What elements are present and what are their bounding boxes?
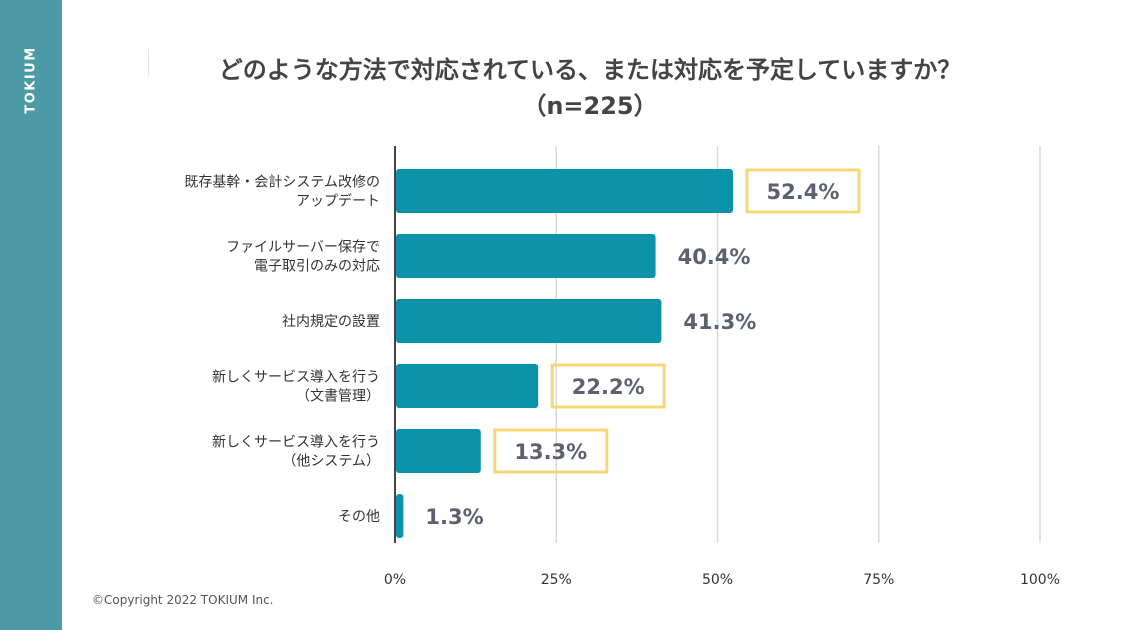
- category-label: 新しくサービス導入を行う: [212, 435, 380, 451]
- bar: [396, 234, 656, 278]
- category-label: （文書管理）: [296, 389, 380, 405]
- bar: [396, 494, 404, 538]
- category-label: 既存基幹・会計システム改修の: [184, 174, 380, 191]
- category-label: 電子取引のみの対応: [254, 259, 380, 275]
- highlight-box: [550, 363, 666, 409]
- data-label: 40.4%: [678, 245, 751, 269]
- x-tick-label: 25%: [541, 572, 572, 588]
- bar: [396, 429, 481, 473]
- bar: [396, 169, 733, 213]
- x-tick-label: 0%: [384, 572, 406, 588]
- category-label: （他システム）: [282, 454, 380, 470]
- category-label: アップデート: [296, 193, 380, 210]
- x-tick-label: 100%: [1020, 572, 1060, 588]
- category-label: 新しくサービス導入を行う: [212, 370, 380, 386]
- data-label: 1.3%: [425, 505, 483, 529]
- data-label: 52.4%: [767, 180, 840, 204]
- highlight-box: [493, 428, 609, 474]
- chart-title: どのような方法で対応されている、または対応を予定していますか？: [218, 56, 962, 84]
- x-tick-label: 50%: [702, 572, 733, 588]
- copyright: ©Copyright 2022 TOKIUM Inc.: [92, 593, 274, 607]
- chart-subtitle: （n=225）: [522, 92, 658, 120]
- data-label: 41.3%: [683, 310, 756, 334]
- category-label: 社内規定の設置: [282, 314, 380, 330]
- chart-title-block: どのような方法で対応されている、または対応を予定していますか？ （n=225）: [150, 52, 1030, 124]
- x-tick-label: 75%: [863, 572, 894, 588]
- side-band: TOKIUM: [0, 0, 62, 630]
- title-tick-decoration: [148, 50, 149, 76]
- category-label: その他: [338, 509, 380, 525]
- data-label: 22.2%: [572, 375, 645, 399]
- category-label: ファイルサーバー保存で: [226, 240, 380, 256]
- bar: [396, 299, 662, 343]
- bar: [396, 364, 539, 408]
- highlight-box: [745, 168, 861, 214]
- data-label: 13.3%: [514, 440, 587, 464]
